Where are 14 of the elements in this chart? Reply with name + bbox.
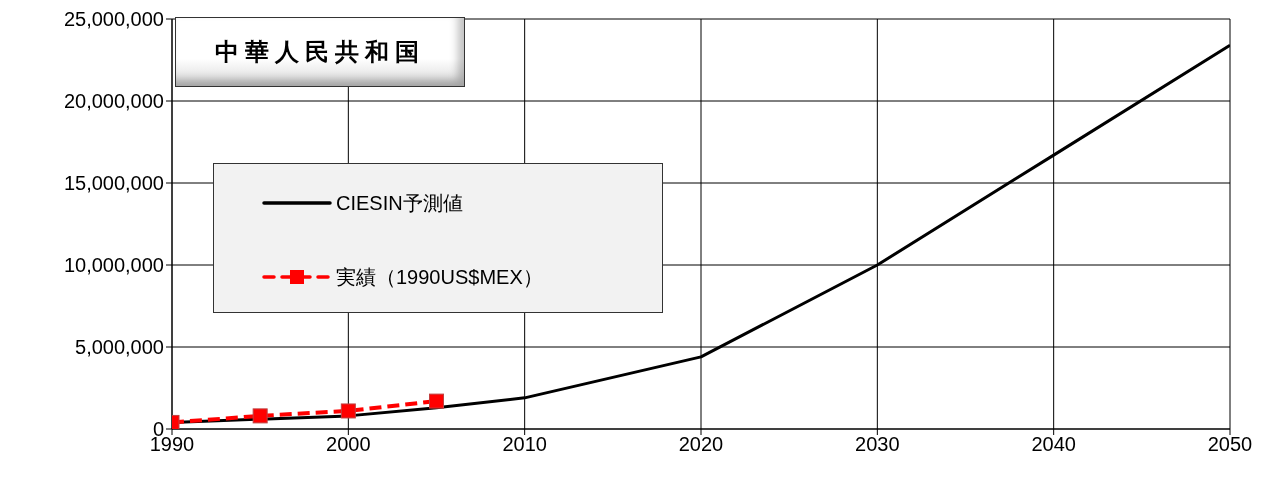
x-tick-label: 2010	[502, 433, 547, 456]
x-tick-label: 2030	[855, 433, 900, 456]
x-tick-label: 2020	[678, 433, 724, 456]
text: 中華人民共和国	[215, 37, 425, 67]
x-tick-label: 2050	[1207, 433, 1253, 456]
legend-label: CIESIN予測値	[336, 190, 463, 216]
x-tick-label: 2040	[1031, 433, 1076, 456]
x-tick-label: 2000	[326, 433, 371, 456]
y-tick-label: 25,000,000	[63, 8, 164, 31]
y-tick-label: 20,000,000	[63, 90, 164, 113]
y-tick-label: 5,000,000	[75, 336, 164, 359]
legend-label: 実績（1990US$MEX）	[336, 264, 543, 290]
y-tick-label: 10,000,000	[63, 254, 164, 277]
y-tick-label: 15,000,000	[63, 172, 164, 195]
